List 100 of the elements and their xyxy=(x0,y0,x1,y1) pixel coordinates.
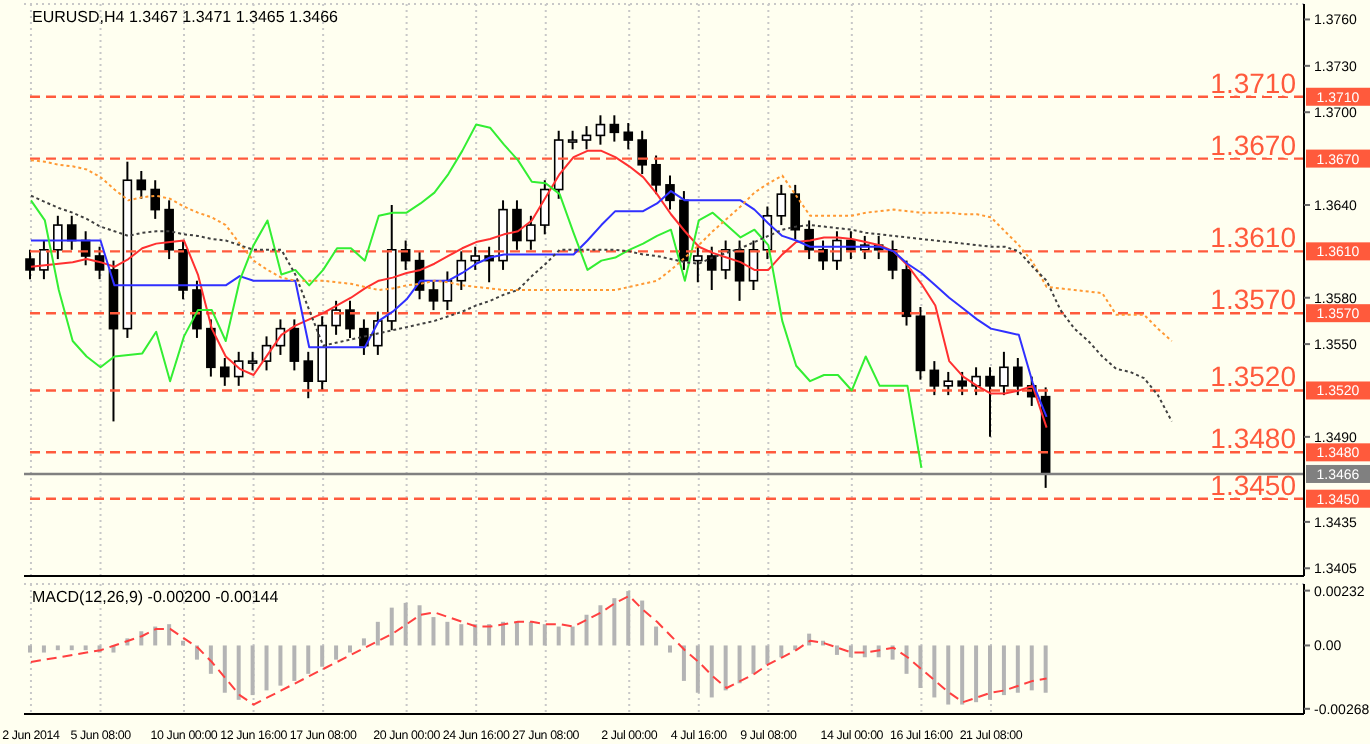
bar xyxy=(626,591,631,646)
bar xyxy=(709,645,714,698)
bar xyxy=(737,645,742,684)
bar xyxy=(473,624,478,646)
candlestick xyxy=(150,179,161,220)
bar xyxy=(334,645,339,660)
candlestick xyxy=(303,350,314,400)
candlestick xyxy=(567,129,578,151)
bar xyxy=(348,645,352,653)
bar xyxy=(1015,645,1020,693)
candlestick xyxy=(136,169,147,200)
chart-title: MACD(12,26,9) -0.00200 -0.00144 xyxy=(32,588,279,606)
bar xyxy=(292,645,297,681)
candlestick xyxy=(206,318,216,378)
bar xyxy=(918,645,923,688)
bar xyxy=(640,600,645,646)
candlestick xyxy=(526,214,536,251)
bar xyxy=(570,626,575,646)
candlestick xyxy=(25,248,35,281)
candlestick xyxy=(637,129,647,176)
bar xyxy=(946,645,951,705)
candlestick xyxy=(247,350,258,372)
ref-line-label: 1.3450 xyxy=(1210,468,1297,501)
candlestick xyxy=(289,318,300,372)
bar xyxy=(250,645,255,696)
bar xyxy=(445,621,450,646)
candlestick xyxy=(609,114,620,143)
bar xyxy=(1001,645,1006,696)
bar xyxy=(28,645,32,653)
bar xyxy=(834,645,839,655)
line-series xyxy=(29,159,1173,343)
ref-line-label: 1.3480 xyxy=(1210,422,1297,455)
bar xyxy=(264,645,269,691)
bar xyxy=(389,607,394,646)
candlestick xyxy=(581,125,592,151)
ref-line-label: 1.3710 xyxy=(1210,66,1297,99)
candlestick xyxy=(164,199,174,261)
bar xyxy=(723,645,728,691)
chart-title: EURUSD,H4 1.3467 1.3471 1.3465 1.3466 xyxy=(32,8,338,26)
bar xyxy=(417,605,422,646)
candlestick xyxy=(539,179,550,236)
bar xyxy=(1043,645,1048,693)
candlestick xyxy=(929,360,940,397)
candlestick xyxy=(331,299,341,336)
bar xyxy=(403,602,408,646)
bar xyxy=(988,645,992,700)
bar xyxy=(974,645,979,703)
bar xyxy=(584,614,589,646)
candlestick xyxy=(706,245,717,291)
candlestick xyxy=(943,370,954,397)
bar xyxy=(69,645,74,651)
bar xyxy=(695,645,700,693)
candlestick xyxy=(470,245,481,271)
bar xyxy=(528,621,533,646)
candlestick xyxy=(790,183,801,240)
candlestick xyxy=(957,370,967,397)
candlestick xyxy=(651,154,661,196)
bar xyxy=(654,626,659,646)
bar xyxy=(751,645,756,674)
bar xyxy=(779,645,784,658)
bar xyxy=(681,645,686,681)
bar xyxy=(361,638,366,646)
bar xyxy=(1029,645,1034,691)
candlestick xyxy=(66,214,77,251)
line-series xyxy=(29,123,923,469)
ref-line-label: 1.3610 xyxy=(1210,221,1297,254)
candlestick xyxy=(971,366,981,397)
candlestick xyxy=(192,279,202,339)
bar xyxy=(278,645,283,686)
ref-line-label: 1.3570 xyxy=(1210,283,1297,316)
candlestick xyxy=(345,299,355,339)
candlestick xyxy=(512,199,522,251)
bar xyxy=(668,645,672,653)
bar xyxy=(556,626,561,646)
bar xyxy=(765,645,770,665)
candlestick xyxy=(985,366,995,438)
bar xyxy=(320,645,325,667)
candlestick xyxy=(595,114,606,146)
bar xyxy=(904,645,909,674)
bar xyxy=(459,624,464,646)
ref-line-label: 1.3670 xyxy=(1210,128,1297,161)
candlestick xyxy=(219,357,230,387)
bar xyxy=(306,645,311,674)
ref-line-label: 1.3520 xyxy=(1210,360,1297,393)
bar xyxy=(375,621,380,646)
bar xyxy=(222,645,227,693)
candlestick xyxy=(776,183,787,227)
candlestick xyxy=(901,259,912,327)
candlestick xyxy=(53,214,63,261)
bar xyxy=(862,645,867,658)
bar xyxy=(932,645,937,698)
line-series xyxy=(29,594,1048,706)
bar xyxy=(514,621,519,646)
bar xyxy=(848,645,853,658)
candlestick xyxy=(623,122,634,151)
candlestick xyxy=(428,279,439,312)
bar xyxy=(542,624,547,646)
candlestick xyxy=(999,350,1009,397)
bar xyxy=(598,605,603,646)
bar xyxy=(55,645,60,651)
